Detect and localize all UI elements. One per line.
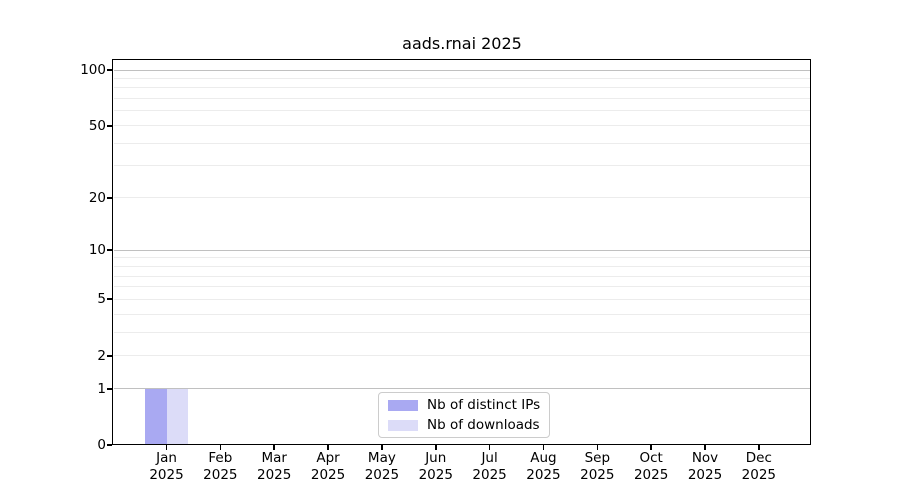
x-tick-mark: [327, 445, 329, 450]
legend: Nb of distinct IPs Nb of downloads: [378, 392, 551, 438]
minor-gridline: [114, 110, 810, 112]
x-tick-mark: [650, 445, 652, 450]
y-tick-label: 2: [97, 347, 106, 364]
x-tick-label: Jul 2025: [472, 450, 507, 483]
x-tick-label: Jan 2025: [149, 450, 184, 483]
minor-gridline: [114, 331, 810, 333]
legend-swatch: [388, 419, 418, 431]
y-tick-label: 10: [88, 242, 106, 259]
minor-gridline: [114, 286, 810, 288]
minor-gridline: [114, 275, 810, 277]
x-tick-mark: [381, 445, 383, 450]
y-tick-label: 5: [97, 291, 106, 308]
major-gridline: [114, 69, 810, 71]
minor-gridline: [114, 257, 810, 259]
x-tick-mark: [488, 445, 491, 450]
x-tick-mark: [542, 445, 545, 450]
legend-row: Nb of distinct IPs: [388, 396, 540, 414]
legend-label: Nb of downloads: [427, 417, 540, 433]
x-tick-label: Jun 2025: [418, 450, 453, 483]
y-tick-label: 20: [88, 189, 106, 206]
x-tick-mark: [758, 445, 760, 450]
minor-gridline: [114, 165, 810, 167]
y-tick-label: 1: [97, 380, 106, 397]
x-tick-mark: [165, 445, 168, 450]
y-tick-mark: [107, 444, 112, 446]
minor-gridline: [114, 142, 810, 144]
y-tick-label: 50: [88, 117, 106, 134]
y-tick-mark: [107, 69, 112, 71]
x-tick-label: Sep 2025: [580, 450, 615, 483]
x-tick-label: Feb 2025: [203, 450, 238, 483]
x-tick-mark: [596, 445, 599, 450]
legend-swatch: [388, 399, 418, 411]
x-tick-label: May 2025: [364, 450, 400, 483]
y-tick-mark: [107, 124, 112, 127]
minor-gridline: [114, 98, 810, 100]
x-tick-label: Aug 2025: [526, 450, 561, 483]
minor-gridline: [114, 313, 810, 315]
minor-gridline: [114, 87, 810, 89]
legend-row: Nb of downloads: [388, 416, 540, 434]
minor-gridline: [114, 125, 810, 127]
minor-gridline: [114, 355, 810, 357]
x-tick-mark: [704, 445, 706, 450]
plot-frame: [112, 59, 811, 445]
x-tick-label: Apr 2025: [310, 450, 346, 483]
y-tick-label: 100: [80, 62, 106, 78]
x-tick-label: Nov 2025: [687, 450, 723, 483]
y-tick-label: 0: [97, 437, 106, 453]
chart-title: aads.rnai 2025: [402, 34, 522, 53]
y-tick-mark: [107, 196, 112, 199]
y-tick-mark: [107, 298, 112, 301]
minor-gridline: [114, 197, 810, 199]
x-tick-mark: [273, 445, 275, 450]
major-gridline: [114, 388, 810, 390]
x-tick-mark: [219, 445, 222, 450]
major-gridline: [114, 249, 810, 251]
y-tick-mark: [107, 249, 112, 252]
y-tick-mark: [107, 387, 112, 390]
minor-gridline: [114, 265, 810, 267]
bar-distinct-ips: [145, 388, 167, 445]
minor-gridline: [114, 77, 810, 79]
x-tick-label: Dec 2025: [741, 450, 777, 483]
x-tick-mark: [435, 445, 437, 450]
x-tick-label: Mar 2025: [257, 450, 292, 483]
bar-downloads: [166, 388, 188, 445]
legend-label: Nb of distinct IPs: [427, 397, 541, 413]
minor-gridline: [114, 298, 810, 300]
y-tick-mark: [107, 354, 112, 357]
x-tick-label: Oct 2025: [633, 450, 669, 483]
